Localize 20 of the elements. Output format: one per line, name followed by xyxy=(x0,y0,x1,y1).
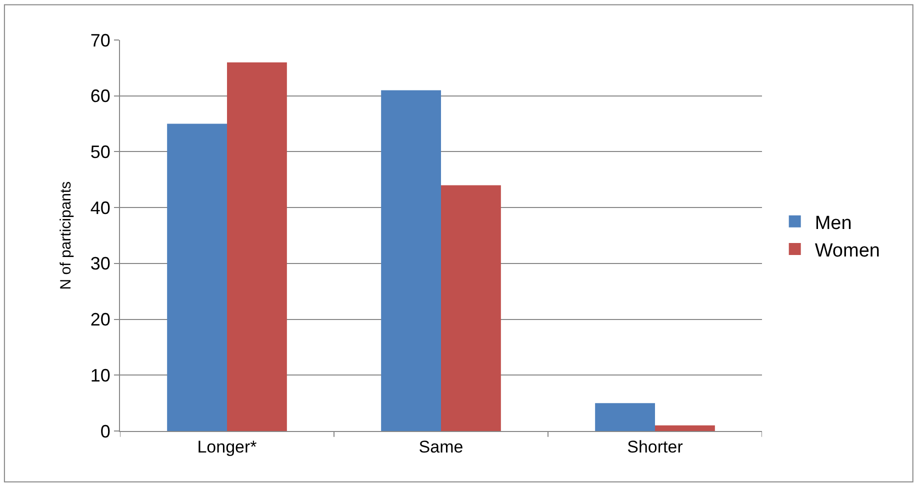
legend-label: Women xyxy=(814,240,880,262)
y-tick-label: 10 xyxy=(90,365,110,386)
x-tick-label: Longer* xyxy=(197,437,258,456)
bar xyxy=(167,124,227,431)
y-tick-label: 50 xyxy=(90,142,110,162)
legend-label: Men xyxy=(814,212,852,234)
x-tick-label: Same xyxy=(418,437,464,456)
x-tick-label: Shorter xyxy=(627,437,684,456)
y-tick-label: 0 xyxy=(100,421,110,442)
bar xyxy=(227,62,287,431)
bar xyxy=(441,185,501,431)
y-tick-label: 20 xyxy=(90,310,110,330)
y-tick-label: 30 xyxy=(90,254,110,274)
bar xyxy=(655,425,715,431)
y-tick-label: 60 xyxy=(90,86,110,106)
bar xyxy=(595,403,655,431)
y-axis-title: N of participants xyxy=(58,181,75,290)
bar xyxy=(381,90,441,431)
y-tick-label: 70 xyxy=(90,30,110,50)
y-tick-label: 40 xyxy=(90,198,110,218)
